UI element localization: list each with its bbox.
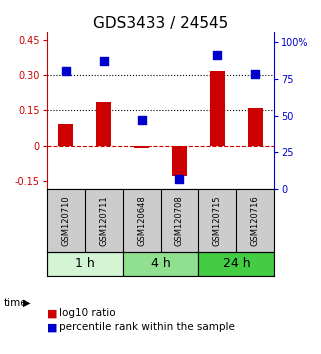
Point <box>139 117 144 123</box>
Text: ■: ■ <box>47 308 57 318</box>
Bar <box>172 145 187 176</box>
Text: 1 h: 1 h <box>75 257 94 270</box>
Text: percentile rank within the sample: percentile rank within the sample <box>59 322 235 332</box>
Text: GSM120710: GSM120710 <box>61 195 70 246</box>
Bar <box>96 102 111 145</box>
Text: GSM120708: GSM120708 <box>175 195 184 246</box>
Text: 4 h: 4 h <box>151 257 170 270</box>
Text: GSM120648: GSM120648 <box>137 195 146 246</box>
Bar <box>123 252 198 276</box>
Point <box>101 58 106 64</box>
Bar <box>47 252 123 276</box>
Point <box>253 72 258 77</box>
Text: 24 h: 24 h <box>223 257 250 270</box>
Point <box>177 176 182 182</box>
Bar <box>58 125 73 145</box>
Point <box>63 69 68 74</box>
Text: log10 ratio: log10 ratio <box>59 308 116 318</box>
Text: GSM120716: GSM120716 <box>251 195 260 246</box>
Bar <box>134 145 149 148</box>
Bar <box>248 108 263 145</box>
Text: GSM120711: GSM120711 <box>99 195 108 246</box>
Text: ■: ■ <box>47 322 57 332</box>
Text: ▶: ▶ <box>23 298 30 308</box>
Text: time: time <box>3 298 27 308</box>
Point <box>215 52 220 58</box>
Title: GDS3433 / 24545: GDS3433 / 24545 <box>93 16 228 31</box>
Bar <box>210 70 225 145</box>
Bar <box>198 252 274 276</box>
Text: GSM120715: GSM120715 <box>213 195 222 246</box>
